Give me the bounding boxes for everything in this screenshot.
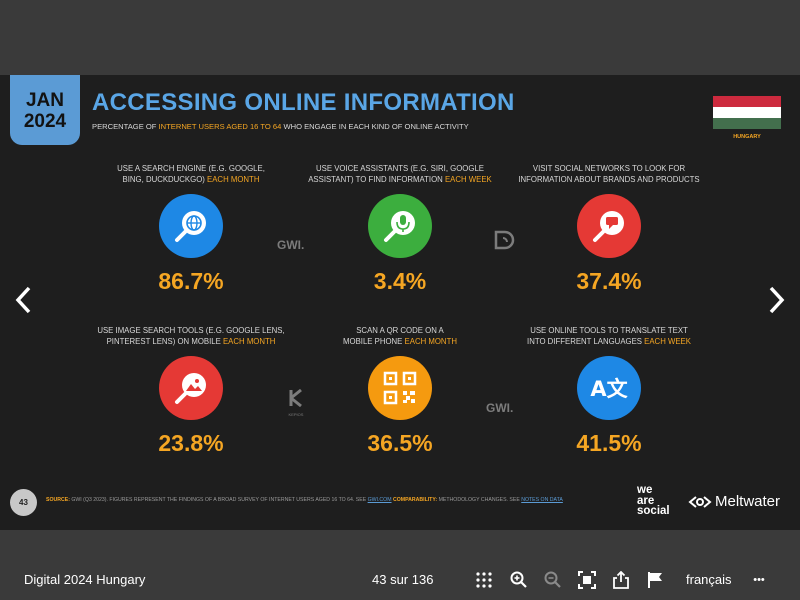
grid-icon: [476, 572, 492, 588]
stat-qr-code: SCAN A QR CODE ON A MOBILE PHONE EACH MON…: [300, 326, 500, 457]
chevron-right-icon: [769, 286, 785, 314]
slide-page-number: 43: [10, 489, 37, 516]
qr-code-icon: [368, 356, 432, 420]
stat-value: 86.7%: [158, 268, 224, 294]
flag-stripe-green: [713, 118, 781, 129]
flag-stripe-red: [713, 96, 781, 107]
grid-view-button[interactable]: [474, 570, 494, 590]
stat-value: 23.8%: [158, 430, 224, 456]
slide: JAN 2024 ACCESSING ONLINE INFORMATION PE…: [0, 75, 800, 530]
fullscreen-button[interactable]: [577, 570, 597, 590]
stat-image-search: USE IMAGE SEARCH TOOLS (E.G. GOOGLE LENS…: [91, 326, 291, 457]
meltwater-mark-icon: [688, 495, 712, 508]
source-note: SOURCE: GWI (Q3 2023). FIGURES REPRESENT…: [46, 497, 563, 503]
zoom-out-icon: [544, 571, 561, 588]
kepios-watermark: KEPIOS: [284, 388, 308, 417]
stat-voice-assistants: USE VOICE ASSISTANTS (E.G. SIRI, GOOGLE A…: [300, 164, 500, 295]
we-are-social-logo: we are social: [637, 484, 670, 517]
flag-label: HUNGARY: [733, 134, 761, 140]
stat-label: USE ONLINE TOOLS TO TRANSLATE TEXT INTO D…: [527, 326, 691, 346]
gwi-watermark: GWI.: [277, 238, 305, 252]
chevron-left-icon: [15, 286, 31, 314]
translate-glyph: A文: [590, 377, 628, 401]
stat-search-engine: USE A SEARCH ENGINE (E.G. GOOGLE, BING, D…: [91, 164, 291, 295]
language-selector[interactable]: français: [686, 572, 732, 587]
search-globe-icon: [159, 194, 223, 258]
report-button[interactable]: [645, 570, 665, 590]
share-icon: [613, 571, 629, 589]
stat-translate: USE ONLINE TOOLS TO TRANSLATE TEXT INTO D…: [509, 326, 709, 457]
hungary-flag: [713, 96, 781, 129]
slide-title: ACCESSING ONLINE INFORMATION: [92, 89, 515, 116]
meltwater-logo: Meltwater: [688, 493, 780, 510]
date-badge: JAN 2024: [10, 75, 80, 145]
flag-stripe-white: [713, 107, 781, 118]
stat-label: USE VOICE ASSISTANTS (E.G. SIRI, GOOGLE A…: [308, 164, 492, 184]
stat-label: VISIT SOCIAL NETWORKS TO LOOK FOR INFORMA…: [518, 164, 700, 184]
previous-slide-button[interactable]: [12, 284, 36, 316]
microphone-icon: [368, 194, 432, 258]
kepios-logo-icon: [289, 388, 302, 408]
stat-label: SCAN A QR CODE ON A MOBILE PHONE EACH MON…: [343, 326, 457, 346]
more-options-button[interactable]: •••: [753, 574, 765, 586]
stat-social-networks: VISIT SOCIAL NETWORKS TO LOOK FOR INFORMA…: [509, 164, 709, 295]
datareportal-watermark-icon: [494, 230, 515, 250]
stat-label: USE IMAGE SEARCH TOOLS (E.G. GOOGLE LENS…: [97, 326, 285, 346]
zoom-in-icon: [510, 571, 527, 588]
kepios-text: KEPIOS: [288, 412, 304, 417]
notes-on-data-link[interactable]: NOTES ON DATA: [521, 497, 563, 503]
stat-value: 36.5%: [367, 430, 433, 456]
chat-search-icon: [577, 194, 641, 258]
gwi-link[interactable]: GWI.COM: [367, 497, 392, 503]
date-month: JAN: [25, 90, 64, 111]
translate-icon: A文: [577, 356, 641, 420]
share-button[interactable]: [611, 570, 631, 590]
page-counter: 43 sur 136: [372, 572, 434, 587]
flag-icon: [648, 572, 662, 588]
zoom-in-button[interactable]: [509, 570, 529, 590]
viewer-toolbar: Digital 2024 Hungary 43 sur 136: [0, 530, 800, 600]
stat-value: 3.4%: [373, 268, 427, 294]
zoom-out-button[interactable]: [543, 570, 563, 590]
date-year: 2024: [23, 111, 67, 132]
gwi-watermark: GWI.: [486, 401, 514, 415]
viewer-top-bar: [0, 0, 800, 75]
document-title: Digital 2024 Hungary: [24, 572, 146, 587]
slide-subtitle: PERCENTAGE OF INTERNET USERS AGED 16 TO …: [92, 122, 469, 131]
image-search-icon: [159, 356, 223, 420]
next-slide-button[interactable]: [764, 284, 788, 316]
stat-value: 41.5%: [576, 430, 642, 456]
stat-label: USE A SEARCH ENGINE (E.G. GOOGLE, BING, D…: [117, 164, 265, 184]
fullscreen-icon: [578, 571, 596, 589]
stat-value: 37.4%: [576, 268, 642, 294]
